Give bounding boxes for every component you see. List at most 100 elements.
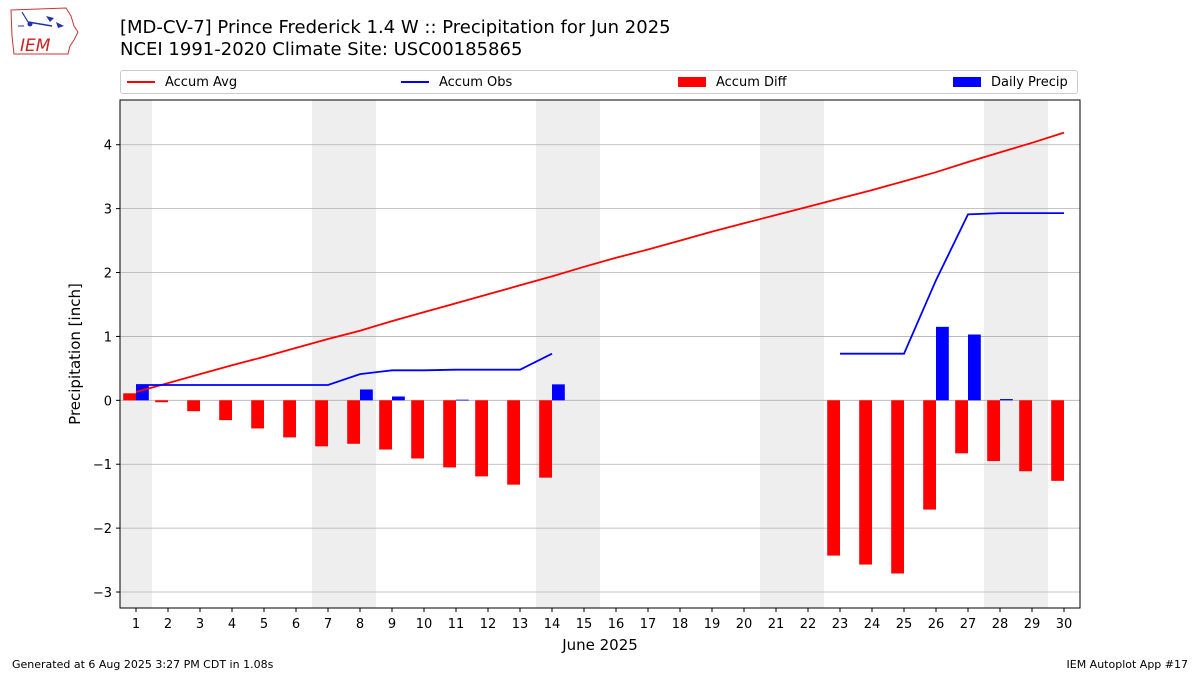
- x-tick-label: 26: [928, 617, 945, 632]
- x-tick-label: 16: [608, 617, 625, 632]
- accum-diff-bar: [827, 400, 840, 556]
- y-axis-label: Precipitation [inch]: [66, 283, 84, 425]
- x-tick-label: 10: [416, 617, 433, 632]
- legend-item-accum-avg: Accum Avg: [127, 74, 237, 90]
- weekend-band-5: [984, 100, 1048, 608]
- x-tick-label: 29: [1024, 617, 1041, 632]
- accum-diff-bar: [347, 400, 360, 444]
- y-axis-ticks: −3 −2 −1 0 1 2 3 4: [93, 139, 120, 601]
- x-tick-label: 6: [292, 617, 300, 632]
- legend-label-accum-avg: Accum Avg: [165, 74, 238, 90]
- y-tick-label: −3: [93, 586, 112, 601]
- accum-diff-bar: [443, 400, 456, 468]
- x-tick-label: 28: [992, 617, 1009, 632]
- x-tick-label: 14: [544, 617, 561, 632]
- weekend-shading: [120, 100, 1048, 608]
- chart-legend: Accum Avg Accum Obs Accum Diff Daily Pre…: [120, 70, 1078, 94]
- weekend-band-1: [120, 100, 152, 608]
- x-tick-label: 8: [356, 617, 364, 632]
- accum-diff-bar: [507, 400, 520, 485]
- accum-diff-bar: [955, 400, 968, 454]
- legend-swatch-accum-obs: [401, 81, 429, 83]
- legend-swatch-accum-diff: [678, 77, 706, 87]
- legend-item-daily-precip: Daily Precip: [953, 74, 1068, 90]
- legend-item-accum-diff: Accum Diff: [678, 74, 787, 90]
- accum-diff-bar: [283, 400, 296, 438]
- x-tick-label: 5: [260, 617, 268, 632]
- accum-diff-bar: [315, 400, 328, 447]
- y-tick-label: 4: [104, 139, 112, 154]
- y-tick-label: −1: [93, 458, 112, 473]
- chart-title-line2: NCEI 1991-2020 Climate Site: USC00185865: [120, 39, 523, 60]
- accum-diff-bar: [187, 400, 200, 412]
- y-tick-label: 2: [104, 267, 112, 282]
- x-tick-label: 3: [196, 617, 204, 632]
- legend-label-daily-precip: Daily Precip: [991, 74, 1068, 90]
- footer-generated: Generated at 6 Aug 2025 3:27 PM CDT in 1…: [12, 658, 274, 671]
- accum-obs-line-segment-2: [840, 212, 1064, 355]
- accum-diff-bar: [475, 400, 488, 477]
- legend-label-accum-obs: Accum Obs: [439, 74, 513, 90]
- x-tick-label: 15: [576, 617, 593, 632]
- weekend-band-2: [312, 100, 376, 608]
- logo-text: IEM: [20, 36, 51, 56]
- lines: [135, 131, 1065, 393]
- daily-precip-bar: [968, 334, 981, 401]
- accum-diff-bar: [987, 400, 1000, 462]
- y-tick-label: 1: [104, 330, 112, 345]
- daily-precip-bar: [136, 384, 149, 401]
- accum-avg-line-segment-1: [135, 131, 1065, 393]
- x-tick-label: 13: [512, 617, 529, 632]
- weekend-band-4: [760, 100, 824, 608]
- x-tick-label: 20: [736, 617, 753, 632]
- plot-frame: [119, 99, 1081, 609]
- x-tick-label: 21: [768, 617, 785, 632]
- x-tick-label: 18: [672, 617, 689, 632]
- iem-iowa-logo-icon: IEM: [10, 7, 79, 56]
- chart-title: [MD-CV-7] Prince Frederick 1.4 W :: Prec…: [120, 17, 671, 61]
- chart-title-line1: [MD-CV-7] Prince Frederick 1.4 W :: Prec…: [120, 17, 671, 38]
- x-tick-label: 2: [164, 617, 172, 632]
- accum-diff-bar: [123, 393, 136, 401]
- x-tick-label: 22: [800, 617, 817, 632]
- x-tick-label: 23: [832, 617, 849, 632]
- legend-swatch-daily-precip: [953, 77, 981, 87]
- x-tick-label: 9: [388, 617, 396, 632]
- iem-logo: IEM: [8, 6, 80, 58]
- accum-diff-bar: [891, 400, 904, 574]
- x-tick-label: 24: [864, 617, 881, 632]
- daily-precip-bar: [552, 384, 565, 401]
- accum-diff-bar: [251, 400, 264, 429]
- x-tick-label: 12: [480, 617, 497, 632]
- x-tick-label: 19: [704, 617, 721, 632]
- footer-app: IEM Autoplot App #17: [1066, 658, 1189, 671]
- x-tick-label: 25: [896, 617, 913, 632]
- x-tick-label: 30: [1056, 617, 1073, 632]
- x-tick-label: 11: [448, 617, 465, 632]
- accum-diff-bar: [379, 400, 392, 450]
- daily-precip-bar: [392, 396, 405, 401]
- x-tick-label: 1: [132, 617, 140, 632]
- y-tick-label: 3: [104, 203, 112, 218]
- legend-item-accum-obs: Accum Obs: [401, 74, 512, 90]
- daily-precip-bar: [456, 399, 469, 401]
- x-tick-label: 4: [228, 617, 236, 632]
- bars: [123, 326, 1064, 574]
- accum-diff-bar: [539, 400, 552, 478]
- accum-diff-bar: [1019, 400, 1032, 472]
- x-axis-ticks: 1 2 3 4 5 6 7 8 9 10 11 12 13 14 15 16 17 18 19 20 21 22 23 24 2…: [132, 608, 1072, 632]
- x-tick-label: 17: [640, 617, 657, 632]
- accum-diff-bar: [411, 400, 424, 459]
- accum-diff-bar: [859, 400, 872, 565]
- legend-swatch-accum-avg: [127, 81, 155, 83]
- x-tick-label: 7: [324, 617, 332, 632]
- daily-precip-bar: [1000, 399, 1013, 401]
- accum-diff-bar: [155, 400, 168, 403]
- y-tick-label: 0: [104, 394, 112, 409]
- accum-diff-bar: [923, 400, 936, 510]
- weekend-band-3: [536, 100, 600, 608]
- accum-diff-bar: [219, 400, 232, 421]
- accum-obs-line-segment-1: [136, 352, 553, 386]
- accum-diff-bar: [1051, 400, 1064, 481]
- x-axis-label: June 2025: [561, 636, 638, 654]
